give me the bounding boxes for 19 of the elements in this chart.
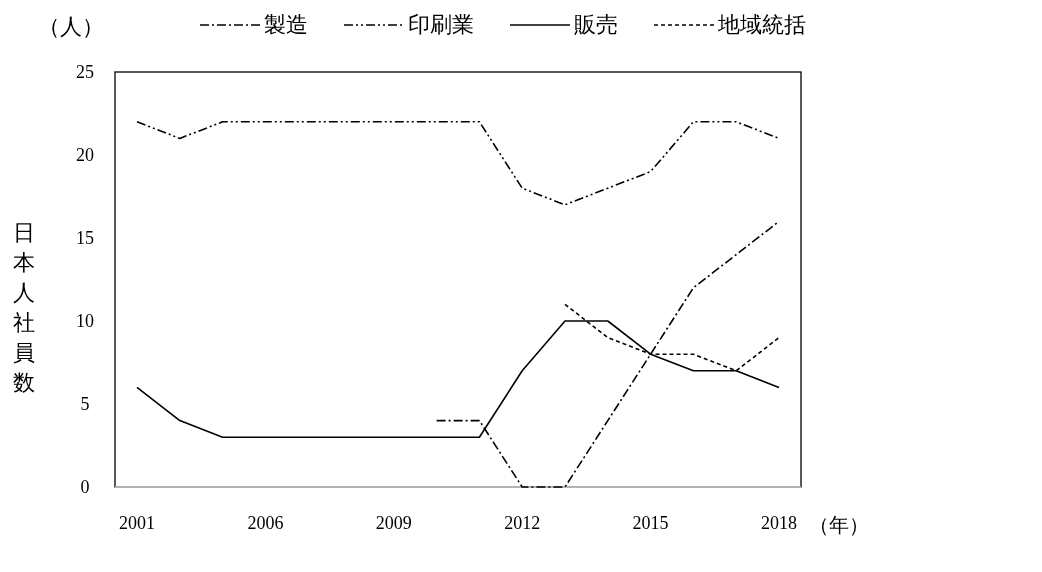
legend-label: 印刷業 [408,12,474,37]
legend-label: 製造 [264,12,308,37]
y-tick-label: 15 [76,228,94,248]
x-tick-label: 2001 [119,513,155,533]
x-tick-label: 2018 [761,513,797,533]
legend-label: 地域統括 [717,12,806,37]
x-tick-label: 2009 [375,513,412,533]
y-tick-label: 0 [80,477,90,497]
x-tick-label: 2006 [247,513,284,533]
x-axis-title: （年） [809,514,869,536]
text: （人） [38,14,104,39]
x-tick-label: 2015 [632,513,669,533]
legend-label: 販売 [574,12,618,37]
y-tick-label: 25 [76,62,94,82]
x-tick-label: 2012 [504,513,541,533]
y-tick-label: 10 [76,311,94,331]
y-tick-label: 5 [80,394,90,414]
y-tick-label: 20 [76,145,94,165]
y-axis-title: 日本人社員数 [13,220,35,395]
